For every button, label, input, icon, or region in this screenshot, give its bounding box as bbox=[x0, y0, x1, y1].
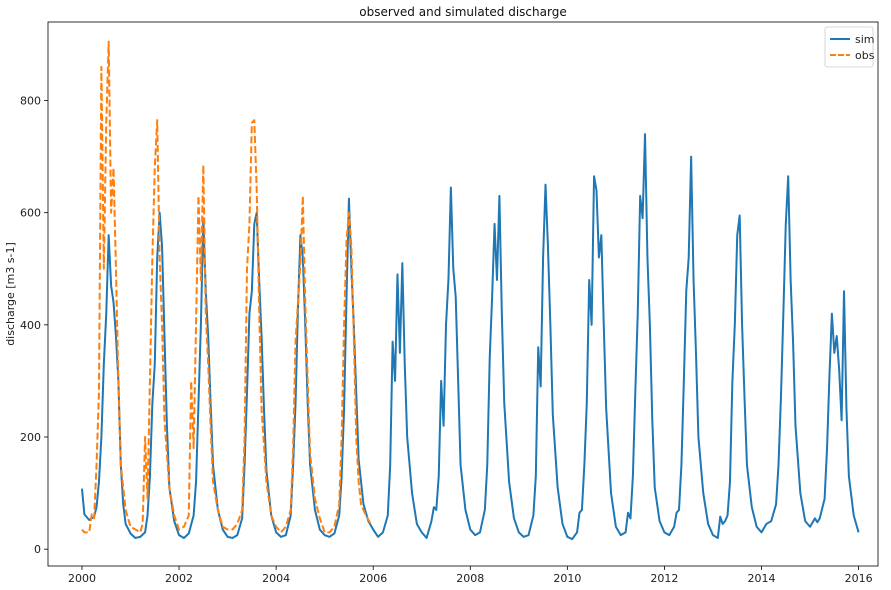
chart-title: observed and simulated discharge bbox=[359, 5, 566, 19]
legend-label-obs: obs bbox=[855, 49, 875, 62]
x-tick-label: 2014 bbox=[748, 572, 776, 585]
axes-frame bbox=[47, 21, 879, 567]
x-tick-label: 2012 bbox=[650, 572, 678, 585]
plot-area bbox=[80, 40, 860, 541]
x-tick-label: 2002 bbox=[165, 572, 193, 585]
x-tick-label: 2000 bbox=[68, 572, 96, 585]
x-tick-label: 2010 bbox=[553, 572, 581, 585]
x-tick-label: 2008 bbox=[456, 572, 484, 585]
legend-label-sim: sim bbox=[855, 33, 875, 46]
legend-box bbox=[824, 26, 874, 68]
x-tick-label: 2004 bbox=[262, 572, 290, 585]
y-tick-label: 800 bbox=[20, 95, 41, 108]
y-tick-label: 0 bbox=[34, 543, 41, 556]
series-line-obs bbox=[81, 40, 372, 534]
y-axis-title: discharge [m3 s-1] bbox=[4, 242, 17, 346]
y-tick-label: 400 bbox=[20, 319, 41, 332]
x-tick-label: 2006 bbox=[359, 572, 387, 585]
legend: sim obs bbox=[824, 26, 875, 68]
axis-ticks: 2000 2002 2004 2006 2008 2010 2012 2014 2016 0 200… bbox=[20, 95, 873, 585]
y-tick-label: 200 bbox=[20, 431, 41, 444]
y-tick-label: 600 bbox=[20, 207, 41, 220]
x-tick-label: 2016 bbox=[845, 572, 873, 585]
